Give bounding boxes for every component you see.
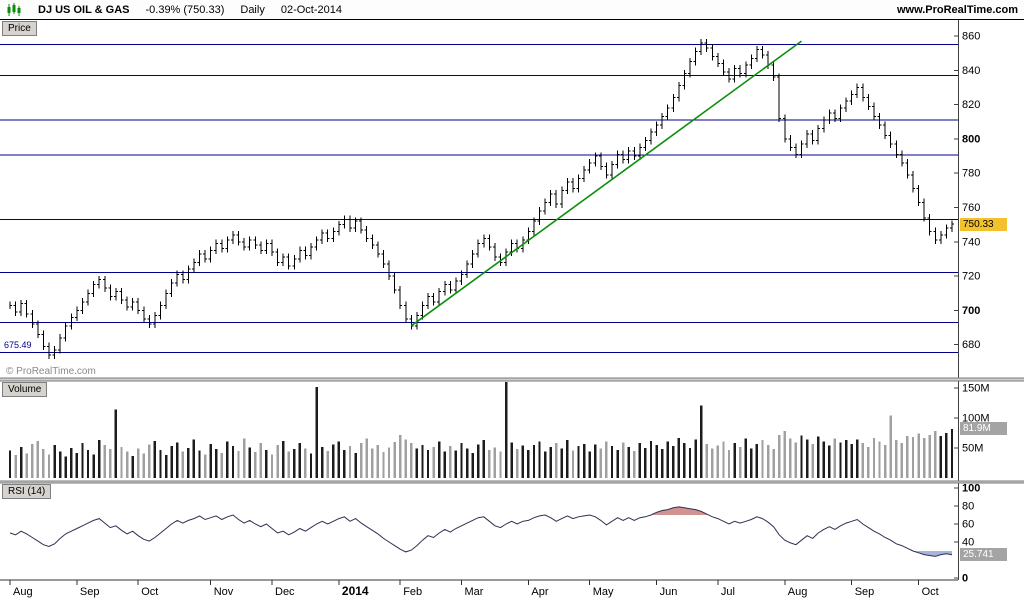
svg-text:100M: 100M (962, 413, 990, 425)
top-bar: DJ US OIL & GAS -0.39% (750.33) Daily 02… (0, 0, 1024, 20)
current-volume-badge: 81.9M (960, 422, 1007, 435)
svg-text:Aug: Aug (788, 586, 808, 598)
svg-text:700: 700 (962, 305, 980, 317)
svg-text:40: 40 (962, 537, 974, 549)
svg-text:860: 860 (962, 31, 980, 43)
rsi-line (9, 506, 953, 557)
svg-text:60: 60 (962, 519, 974, 531)
svg-text:Nov: Nov (214, 586, 234, 598)
svg-text:Mar: Mar (465, 586, 484, 598)
svg-text:Oct: Oct (922, 586, 939, 598)
svg-text:Oct: Oct (141, 586, 158, 598)
svg-text:Apr: Apr (531, 586, 548, 598)
svg-text:Sep: Sep (80, 586, 100, 598)
svg-text:2014: 2014 (342, 584, 369, 598)
price-levels (0, 44, 958, 353)
svg-text:Jun: Jun (660, 586, 678, 598)
chart-icon (6, 2, 22, 17)
x-axis: Aug Sep Oct Nov Dec 2014 Feb Mar Apr May Jun Jul Aug… (9, 580, 939, 598)
svg-text:780: 780 (962, 168, 980, 180)
right-axis: 860840820800780760740720700680150M100M50… (954, 20, 990, 585)
instrument-name[interactable]: DJ US OIL & GAS (38, 3, 130, 16)
svg-text:100: 100 (962, 483, 980, 495)
rsi-overbought-fill (651, 506, 709, 515)
volume-bars (8, 382, 954, 478)
price-panel-tab[interactable]: Price (2, 21, 37, 36)
svg-text:760: 760 (962, 202, 980, 214)
price-bars (9, 39, 954, 359)
svg-text:Feb: Feb (403, 586, 422, 598)
svg-text:80: 80 (962, 501, 974, 513)
svg-text:Sep: Sep (855, 586, 875, 598)
svg-text:680: 680 (962, 339, 980, 351)
svg-text:0: 0 (962, 573, 968, 585)
svg-text:820: 820 (962, 99, 980, 111)
quote-date: 02-Oct-2014 (280, 3, 342, 16)
svg-text:720: 720 (962, 271, 980, 283)
trendline[interactable] (410, 40, 802, 327)
svg-text:Dec: Dec (275, 586, 295, 598)
support-level-label: 675.49 (4, 340, 32, 350)
chart-area[interactable]: 860 840 820 800 780 760 740 720 700 680 150M 100M 50… (0, 20, 1024, 600)
rsi-oversold-fill (403, 551, 952, 557)
svg-text:840: 840 (962, 65, 980, 77)
panel-dividers (0, 377, 1024, 581)
copyright-text: © ProRealTime.com (6, 366, 96, 377)
svg-text:740: 740 (962, 236, 980, 248)
svg-text:50M: 50M (962, 443, 983, 455)
timeframe-label[interactable]: Daily (240, 3, 265, 16)
prorealtime-link[interactable]: www.ProRealTime.com (896, 3, 1018, 16)
current-rsi-badge: 25.741 (960, 548, 1007, 561)
svg-text:Jul: Jul (721, 586, 735, 598)
svg-text:800: 800 (962, 133, 980, 145)
svg-text:Aug: Aug (13, 586, 33, 598)
rsi-panel-tab[interactable]: RSI (14) (2, 484, 52, 499)
svg-text:150M: 150M (962, 383, 990, 395)
instrument-change: -0.39% (750.33) (145, 3, 225, 16)
svg-text:May: May (593, 586, 614, 598)
chart-svg[interactable]: 860840820800780760740720700680150M100M50… (0, 20, 1024, 600)
volume-panel-tab[interactable]: Volume (2, 382, 48, 397)
last-price-badge: 750.33 (960, 218, 1007, 231)
